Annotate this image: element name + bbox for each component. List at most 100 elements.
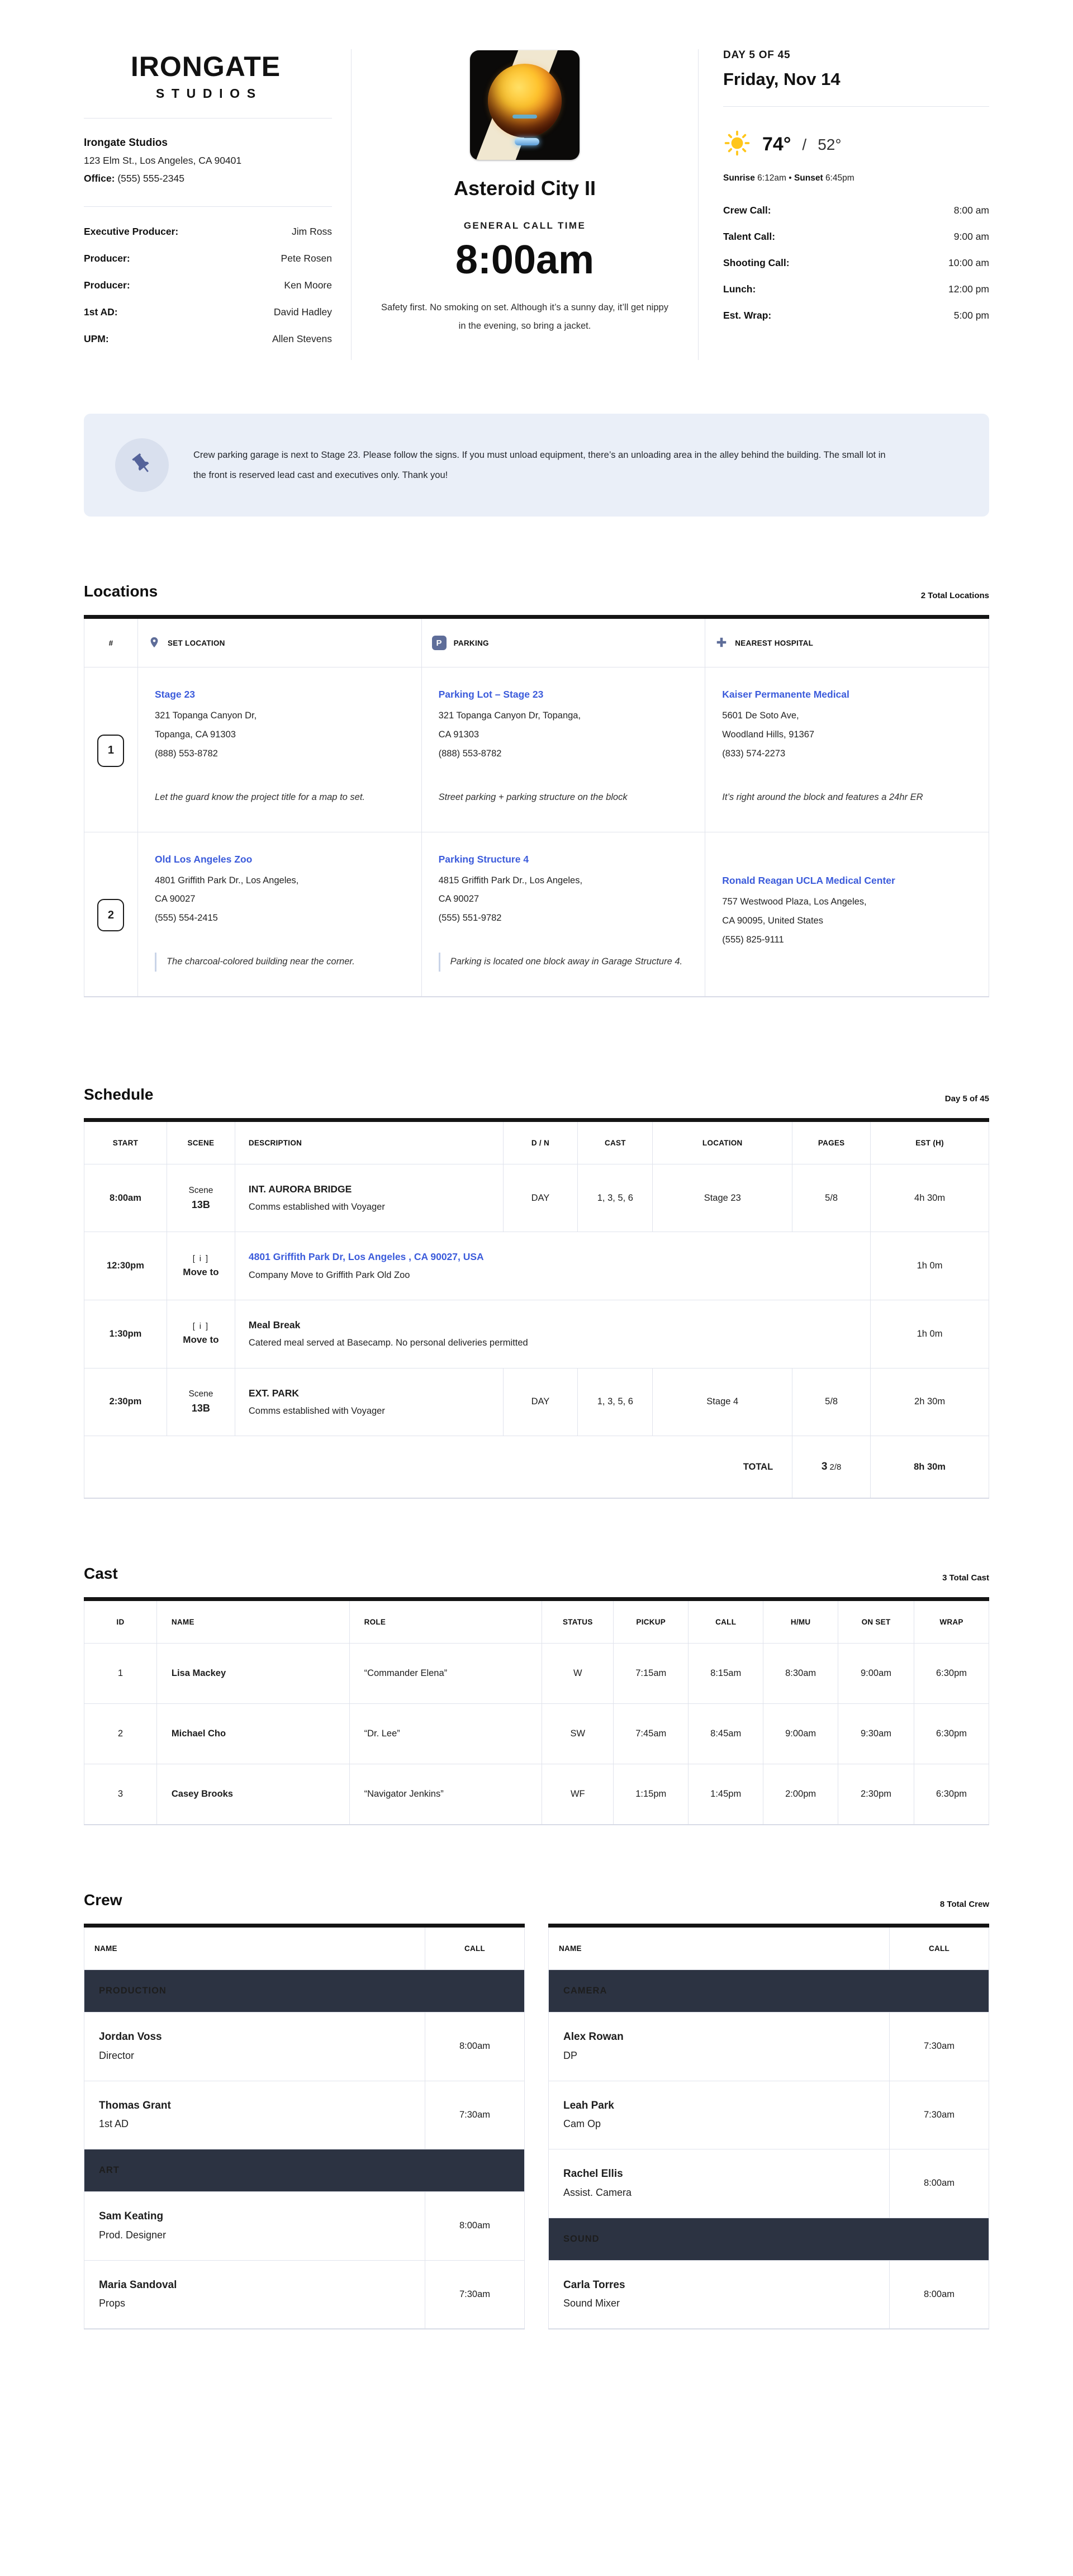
column-header-status: STATUS [542, 1599, 614, 1644]
cast-role: “Dr. Lee” [349, 1703, 543, 1765]
locations-section: Locations 2 Total Locations # SET LOCATI… [84, 583, 989, 997]
personnel-label: Executive Producer: [84, 226, 179, 238]
column-header-hospital: NEAREST HOSPITAL [705, 617, 989, 668]
column-header-description: DESCRIPTION [234, 1119, 504, 1164]
scene-heading: EXT. PARK [248, 1387, 299, 1399]
crew-header-row: NAME CALL [548, 1925, 989, 1971]
cast-title: Cast [84, 1565, 118, 1583]
location-number-badge: 2 [97, 899, 125, 932]
crew-member: Maria Sandoval Props [84, 2260, 425, 2329]
crew-role: Prod. Designer [99, 2229, 167, 2241]
personnel-name: Jim Ross [292, 226, 332, 238]
meal-break-subtext: Catered meal served at Basecamp. No pers… [248, 1338, 528, 1348]
cast-ids: 1, 3, 5, 6 [577, 1163, 653, 1233]
set-location-link[interactable]: Stage 23 [154, 689, 195, 700]
office-phone: (555) 555-2345 [117, 172, 184, 184]
start-time: 8:00am [84, 1163, 167, 1233]
office-label: Office: [84, 172, 115, 184]
cast-row: 1 Lisa Mackey “Commander Elena” W 7:15am… [84, 1643, 990, 1704]
info-icon: [ i ] [192, 1254, 210, 1263]
parking-note: Parking is located one block away in Gar… [438, 952, 689, 972]
hospital-link[interactable]: Kaiser Permanente Medical [722, 689, 849, 700]
column-header-scene: SCENE [166, 1119, 235, 1164]
crew-name: Maria Sandoval [99, 2279, 177, 2291]
column-header-dn: D / N [502, 1119, 578, 1164]
call-time-row: Talent Call: 9:00 am [723, 231, 989, 243]
cast-role: “Commander Elena” [349, 1643, 543, 1704]
cast-status: SW [542, 1703, 614, 1765]
move-address-link[interactable]: 4801 Griffith Park Dr, Los Angeles , CA … [248, 1251, 484, 1263]
parking-link[interactable]: Parking Lot – Stage 23 [438, 689, 544, 700]
column-header-cast: CAST [577, 1119, 653, 1164]
estimated-hours: 4h 30m [870, 1163, 989, 1233]
set-location-link[interactable]: Old Los Angeles Zoo [154, 853, 253, 865]
call-label: Talent Call: [723, 231, 776, 242]
crew-row: Maria Sandoval Props 7:30am [84, 2260, 525, 2329]
start-time: 12:30pm [84, 1232, 167, 1300]
crew-department-band: ART [84, 2149, 525, 2193]
crew-role: 1st AD [99, 2118, 129, 2130]
cast-onset: 9:30am [838, 1703, 914, 1765]
column-header-call: CALL [425, 1925, 525, 1971]
call-value: 12:00 pm [948, 283, 989, 295]
total-hours: 8h 30m [870, 1436, 989, 1499]
pages: 5/8 [792, 1367, 871, 1437]
poster-planet-label [512, 114, 537, 119]
call-value: 10:00 am [948, 257, 989, 268]
column-header-name: NAME [156, 1599, 350, 1644]
scene-cell: Scene 13B [166, 1163, 235, 1233]
cast-id: 3 [84, 1764, 157, 1825]
column-header-start: START [84, 1119, 167, 1164]
locations-title: Locations [84, 583, 158, 600]
personnel-name: Allen Stevens [272, 333, 332, 345]
location-number-cell: 2 [84, 831, 138, 997]
column-header-onset: ON SET [838, 1599, 914, 1644]
set-location-label: SET LOCATION [167, 638, 225, 647]
crew-department-band: CAMERA [548, 1969, 989, 2013]
studio-address: 123 Elm St., Los Angeles, CA 90401 [84, 154, 242, 166]
sunrise-time: 6:12am [757, 173, 786, 183]
personnel-label: 1st AD: [84, 306, 118, 318]
crew-call-time: 8:00am [889, 2149, 989, 2218]
poster-planet [488, 64, 562, 138]
hospital-address: 757 Westwood Plaza, Los Angeles, CA 9009… [722, 897, 867, 945]
hospital-link[interactable]: Ronald Reagan UCLA Medical Center [722, 875, 895, 887]
crew-call-time: 7:30am [889, 2012, 989, 2081]
set-location-note: The charcoal-colored building near the c… [154, 952, 405, 972]
move-cell: [ i ] Move to [166, 1232, 235, 1300]
parking-link[interactable]: Parking Structure 4 [438, 853, 529, 865]
locations-header-row: # SET LOCATION P PARKING [84, 617, 989, 668]
location-row: 1 Stage 23 321 Topanga Canyon Dr, Topang… [84, 667, 989, 832]
divider [84, 206, 332, 207]
crew-name: Rachel Ellis [563, 2168, 623, 2180]
scene-subtext: Comms established with Voyager [248, 1202, 385, 1212]
poster-spaceship [514, 138, 539, 145]
crew-call-time: 8:00am [889, 2260, 989, 2329]
crew-role: Props [99, 2298, 126, 2309]
hospital-cell: Kaiser Permanente Medical 5601 De Soto A… [705, 667, 989, 832]
total-pages-whole: 3 [821, 1461, 828, 1473]
sunset-label: Sunset [794, 173, 823, 183]
hospital-cross-icon [715, 636, 728, 650]
cast-wrap: 6:30pm [913, 1643, 990, 1704]
call-times-list: Crew Call: 8:00 am Talent Call: 9:00 am Sh… [723, 205, 989, 321]
schedule-title: Schedule [84, 1085, 154, 1103]
sunrise-label: Sunrise [723, 173, 755, 183]
personnel-label: Producer: [84, 280, 130, 291]
move-label: Move to [183, 1334, 219, 1346]
general-call-time: 8:00am [455, 238, 595, 282]
schedule-table: START SCENE DESCRIPTION D / N CAST LOCAT… [83, 1117, 989, 1499]
description-cell: Meal Break Catered meal served at Baseca… [234, 1299, 871, 1368]
shoot-date: Friday, Nov 14 [723, 69, 841, 89]
hospital-note: It’s right around the block and features… [722, 792, 923, 802]
cast-wrap: 6:30pm [913, 1764, 990, 1825]
cast-pickup: 7:15am [613, 1643, 689, 1704]
column-header-pickup: PICKUP [613, 1599, 689, 1644]
crew-count: 8 Total Crew [939, 1900, 989, 1910]
scene-label: Scene [188, 1185, 213, 1195]
estimated-hours: 1h 0m [870, 1232, 989, 1300]
day-counter: DAY 5 OF 45 [723, 49, 791, 61]
scene-location: Stage 23 [652, 1163, 793, 1233]
personnel-row: UPM: Allen Stevens [84, 333, 332, 345]
cast-pickup: 1:15pm [613, 1764, 689, 1825]
